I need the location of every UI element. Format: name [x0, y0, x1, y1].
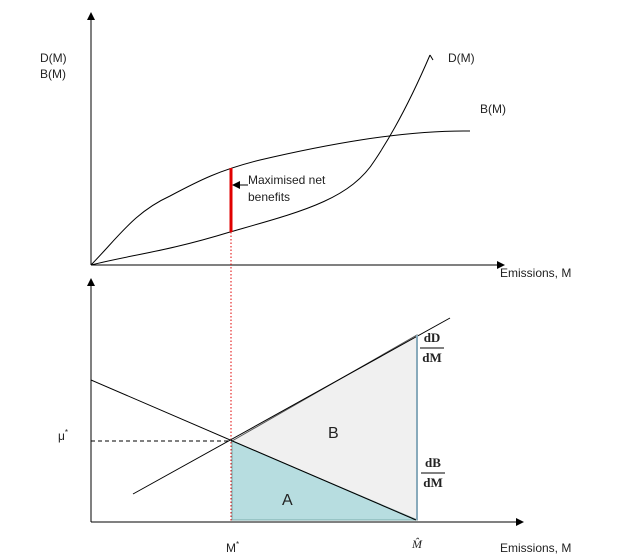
price-label: μ* [58, 428, 68, 443]
optimum-superscript: * [236, 540, 239, 549]
curve-label: D(M) [448, 51, 475, 65]
x-axis-label: Emissions, M [500, 541, 571, 555]
max-emissions-label: M̂ [411, 537, 423, 551]
curve-tip [429, 54, 434, 61]
area-label: A [282, 492, 293, 509]
mb-numerator: dB [425, 455, 441, 470]
optimum-label: M* [226, 540, 239, 555]
optimum-symbol: M [226, 541, 236, 555]
price-symbol: μ [58, 429, 65, 443]
marginal-benefit-line [90, 379, 417, 521]
md-denominator: dM [422, 350, 442, 365]
area-label: B [328, 425, 339, 442]
curve-label: B(M) [480, 102, 506, 116]
y-axis-label: D(M) [40, 51, 67, 65]
marginal-damage-line [132, 317, 451, 495]
annotation: benefits [248, 190, 290, 204]
benefit-curve [90, 130, 471, 266]
price-superscript: * [65, 428, 68, 437]
mb-denominator: dM [423, 475, 443, 490]
x-axis-label: Emissions, M [500, 266, 571, 280]
annotation: Maximised net [248, 173, 326, 187]
md-numerator: dD [424, 330, 441, 345]
y-axis-label: B(M) [40, 67, 66, 81]
damage-curve [90, 54, 431, 266]
